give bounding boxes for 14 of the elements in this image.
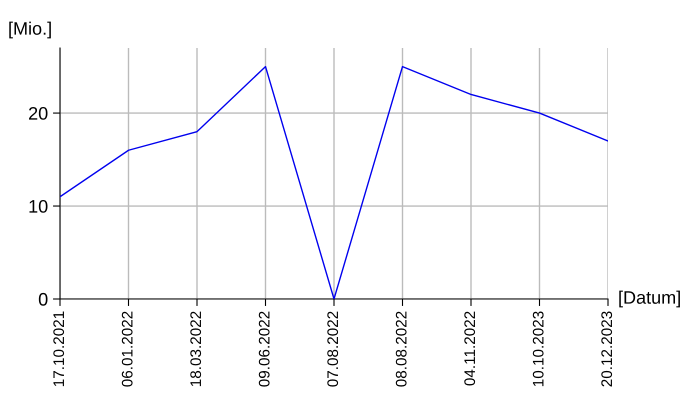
x-tick-label: 17.10.2021 [53, 312, 64, 386]
x-tick-label: 06.01.2022 [122, 312, 133, 387]
x-tick-label: 04.11.2022 [464, 312, 476, 386]
x-tick-label: 08.08.2022 [396, 312, 407, 387]
x-tick-label: 07.08.2022 [327, 312, 338, 387]
x-tick-label: 09.06.2022 [258, 312, 270, 387]
y-tick-label: 0 [38, 292, 48, 306]
x-tick-label: 18.03.2022 [190, 312, 202, 386]
x-tick-label: 20.12.2023 [601, 311, 612, 386]
x-axis-title: [Datum] [619, 290, 680, 308]
x-tick-label: 10.10.2023 [532, 311, 544, 386]
y-tick-label: 20 [29, 107, 48, 120]
y-tick-label: 10 [29, 200, 48, 213]
y-axis-title: [Mio.] [9, 22, 51, 38]
